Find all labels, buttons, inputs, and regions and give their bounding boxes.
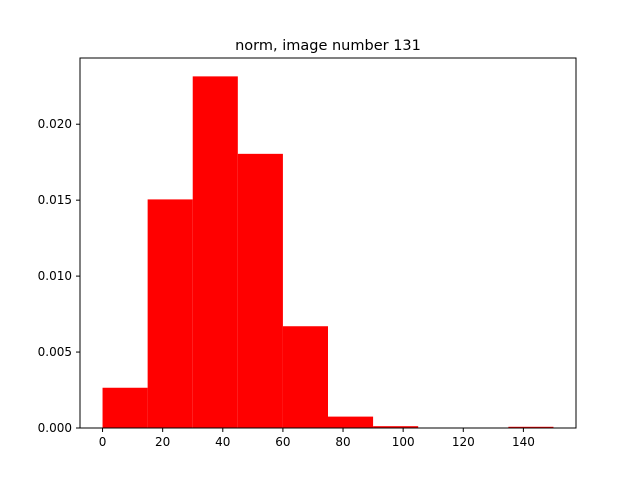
x-tick-label: 80 xyxy=(335,435,350,449)
histogram-bar xyxy=(237,153,283,428)
y-tick-label: 0.015 xyxy=(38,193,72,207)
axes-layer: 0 20 40 60 80 100 120 140 0.000 0.005 0.010 0.015 0.… xyxy=(38,57,577,449)
x-tick-label: 120 xyxy=(452,435,475,449)
x-tick-label: 0 xyxy=(99,435,107,449)
histogram-bar xyxy=(102,387,148,428)
x-tick-label: 40 xyxy=(215,435,230,449)
histogram-bar xyxy=(373,426,419,428)
x-tick-label: 20 xyxy=(155,435,170,449)
bars-layer xyxy=(102,76,554,429)
y-tick-label: 0.000 xyxy=(38,421,72,435)
chart-title: norm, image number 131 xyxy=(235,38,421,54)
y-tick-label: 0.005 xyxy=(38,345,72,359)
y-tick-label: 0.020 xyxy=(38,117,72,131)
plot-frame xyxy=(79,57,577,429)
histogram-bar xyxy=(192,76,238,429)
histogram-bar xyxy=(508,426,554,428)
y-tick-label: 0.010 xyxy=(38,269,72,283)
x-tick-label: 60 xyxy=(275,435,290,449)
x-tick-label: 100 xyxy=(392,435,415,449)
histogram-bar xyxy=(147,199,193,428)
x-tick-label: 140 xyxy=(512,435,535,449)
histogram-bar xyxy=(328,416,374,428)
histogram-bar xyxy=(282,326,328,428)
